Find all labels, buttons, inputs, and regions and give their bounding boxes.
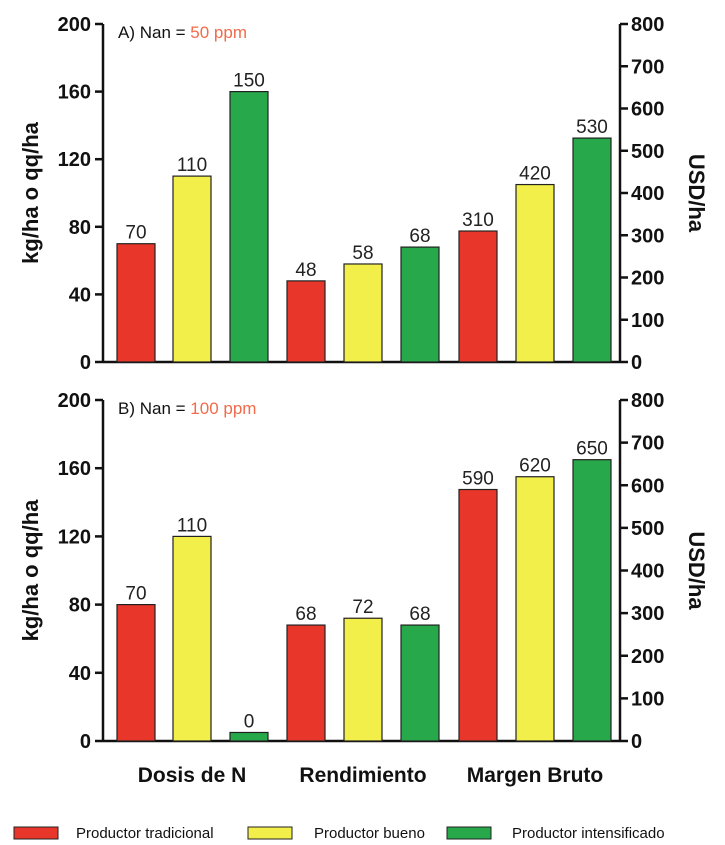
right-tick-label: 200 [631, 268, 664, 290]
bar-productor-tradicional [116, 243, 156, 363]
panel-title-highlight: 50 ppm [190, 23, 247, 42]
right-tick-label: 500 [631, 518, 664, 540]
bar-productor-bueno [515, 183, 555, 363]
legend-label: Productor tradicional [76, 825, 214, 842]
bar-value-label: 150 [233, 71, 265, 92]
right-tick-label: 800 [631, 390, 664, 412]
bar-value-label: 420 [519, 164, 551, 185]
bar-value-label: 48 [295, 260, 316, 281]
left-tick-label: 120 [58, 149, 91, 171]
panel-title-prefix: B) Nan = [118, 399, 190, 418]
legend-label: Productor intensificado [512, 825, 665, 842]
left-tick-label: 200 [58, 390, 91, 412]
bar-value-label: 0 [244, 711, 255, 732]
bar-value-label: 68 [295, 604, 316, 625]
bar-productor-intensificado [400, 246, 440, 363]
right-tick-label: 700 [631, 433, 664, 455]
bar-value-label: 650 [576, 439, 608, 460]
panel-title-prefix: A) Nan = [118, 23, 190, 42]
legend-swatch [247, 826, 293, 840]
right-tick-label: 0 [631, 352, 642, 374]
right-tick-label: 500 [631, 141, 664, 163]
bar-value-label: 72 [352, 597, 373, 618]
bar-productor-bueno [515, 476, 555, 742]
bar-productor-tradicional [458, 230, 498, 363]
left-tick-label: 40 [69, 284, 91, 306]
panel-title: B) Nan = 100 ppm [118, 399, 256, 418]
bar-value-label: 68 [409, 604, 430, 625]
bar-productor-intensificado [572, 459, 612, 742]
bar-productor-tradicional [286, 624, 326, 742]
bar-value-label: 310 [462, 210, 494, 231]
bar-productor-intensificado [229, 731, 269, 742]
right-tick-label: 100 [631, 310, 664, 332]
panel-title: A) Nan = 50 ppm [118, 23, 247, 42]
category-label: Rendimiento [299, 764, 426, 787]
legend-swatch [446, 826, 492, 840]
bar-productor-tradicional [286, 280, 326, 363]
panel-title-highlight: 100 ppm [190, 399, 256, 418]
right-tick-label: 300 [631, 225, 664, 247]
left-tick-label: 160 [58, 82, 91, 104]
category-label: Margen Bruto [467, 764, 604, 787]
bar-value-label: 620 [519, 456, 551, 477]
left-tick-label: 0 [80, 352, 91, 374]
y2-axis-title: USD/ha [684, 154, 709, 233]
bar-productor-bueno [343, 617, 383, 742]
bar-value-label: 110 [177, 515, 207, 536]
right-tick-label: 0 [631, 731, 642, 753]
bar-value-label: 590 [462, 469, 494, 490]
bar-productor-tradicional [458, 488, 498, 742]
left-tick-label: 80 [69, 217, 91, 239]
bar-productor-intensificado [572, 137, 612, 363]
bar-value-label: 70 [125, 584, 146, 605]
category-label: Dosis de N [138, 764, 247, 787]
right-tick-label: 400 [631, 561, 664, 583]
y2-axis-title: USD/ha [684, 531, 709, 610]
bar-value-label: 58 [352, 243, 373, 264]
legend-label: Productor bueno [314, 825, 425, 842]
right-tick-label: 600 [631, 99, 664, 121]
left-tick-label: 80 [69, 595, 91, 617]
bar-productor-tradicional [116, 603, 156, 742]
bar-value-label: 68 [409, 226, 430, 247]
bar-value-label: 70 [125, 223, 146, 244]
y-axis-title: kg/ha o qq/ha [18, 499, 43, 642]
right-tick-label: 700 [631, 56, 664, 78]
right-tick-label: 200 [631, 646, 664, 668]
bar-value-label: 530 [576, 117, 608, 138]
y-axis-title: kg/ha o qq/ha [18, 121, 43, 264]
right-tick-label: 300 [631, 603, 664, 625]
bar-productor-bueno [172, 175, 212, 363]
right-tick-label: 100 [631, 688, 664, 710]
bar-value-label: 110 [177, 155, 207, 176]
legend-swatch [13, 826, 59, 840]
right-tick-label: 600 [631, 475, 664, 497]
left-tick-label: 40 [69, 663, 91, 685]
left-tick-label: 120 [58, 526, 91, 548]
left-tick-label: 160 [58, 458, 91, 480]
right-tick-label: 800 [631, 14, 664, 36]
bar-productor-intensificado [400, 624, 440, 742]
left-tick-label: 200 [58, 14, 91, 36]
right-tick-label: 400 [631, 183, 664, 205]
left-tick-label: 0 [80, 731, 91, 753]
bar-productor-intensificado [229, 90, 269, 363]
bar-productor-bueno [343, 263, 383, 363]
bar-productor-bueno [172, 535, 212, 742]
